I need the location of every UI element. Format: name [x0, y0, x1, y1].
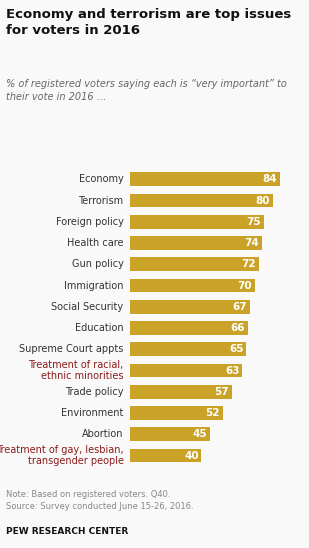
Bar	[130, 364, 243, 378]
Text: Economy and terrorism are top issues
for voters in 2016: Economy and terrorism are top issues for…	[6, 8, 291, 37]
Bar	[130, 236, 262, 250]
Text: 57: 57	[214, 387, 229, 397]
Bar	[130, 278, 255, 293]
Text: Trade policy: Trade policy	[65, 387, 124, 397]
Text: Immigration: Immigration	[64, 281, 124, 290]
Text: Abortion: Abortion	[82, 429, 124, 439]
Text: Note: Based on registered voters. Q40.
Source: Survey conducted June 15-26, 2016: Note: Based on registered voters. Q40. S…	[6, 490, 194, 511]
Bar	[130, 321, 248, 335]
Text: Health care: Health care	[67, 238, 124, 248]
Text: Terrorism: Terrorism	[78, 196, 124, 206]
Text: 40: 40	[184, 450, 199, 460]
Text: 70: 70	[238, 281, 252, 290]
Bar	[130, 385, 232, 399]
Text: % of registered voters saying each is “very important” to
their vote in 2016 …: % of registered voters saying each is “v…	[6, 79, 287, 102]
Text: 66: 66	[231, 323, 245, 333]
Text: 65: 65	[229, 344, 243, 354]
Text: 84: 84	[263, 174, 277, 184]
Text: Treatment of racial,
ethnic minorities: Treatment of racial, ethnic minorities	[28, 359, 124, 381]
Text: 67: 67	[232, 302, 247, 312]
Text: 74: 74	[245, 238, 260, 248]
Bar	[130, 173, 280, 186]
Text: Treatment of gay, lesbian,
transgender people: Treatment of gay, lesbian, transgender p…	[0, 445, 124, 466]
Bar	[130, 300, 250, 313]
Bar	[130, 342, 246, 356]
Text: 45: 45	[193, 429, 208, 439]
Text: 52: 52	[205, 408, 220, 418]
Text: Education: Education	[75, 323, 124, 333]
Bar	[130, 193, 273, 208]
Bar	[130, 427, 210, 441]
Bar	[130, 258, 259, 271]
Bar	[130, 406, 223, 420]
Text: 75: 75	[247, 217, 261, 227]
Text: PEW RESEARCH CENTER: PEW RESEARCH CENTER	[6, 527, 129, 536]
Text: Social Security: Social Security	[52, 302, 124, 312]
Text: 80: 80	[256, 196, 270, 206]
Text: Economy: Economy	[79, 174, 124, 184]
Text: Gun policy: Gun policy	[72, 259, 124, 269]
Text: Foreign policy: Foreign policy	[56, 217, 124, 227]
Text: Supreme Court appts: Supreme Court appts	[19, 344, 124, 354]
Bar	[130, 449, 201, 463]
Text: 72: 72	[241, 259, 256, 269]
Text: 63: 63	[225, 366, 240, 375]
Bar	[130, 215, 264, 229]
Text: Environment: Environment	[61, 408, 124, 418]
